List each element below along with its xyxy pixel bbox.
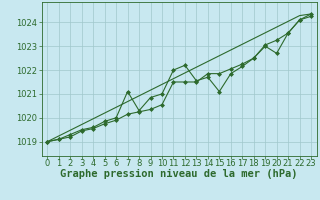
X-axis label: Graphe pression niveau de la mer (hPa): Graphe pression niveau de la mer (hPa) [60, 169, 298, 179]
